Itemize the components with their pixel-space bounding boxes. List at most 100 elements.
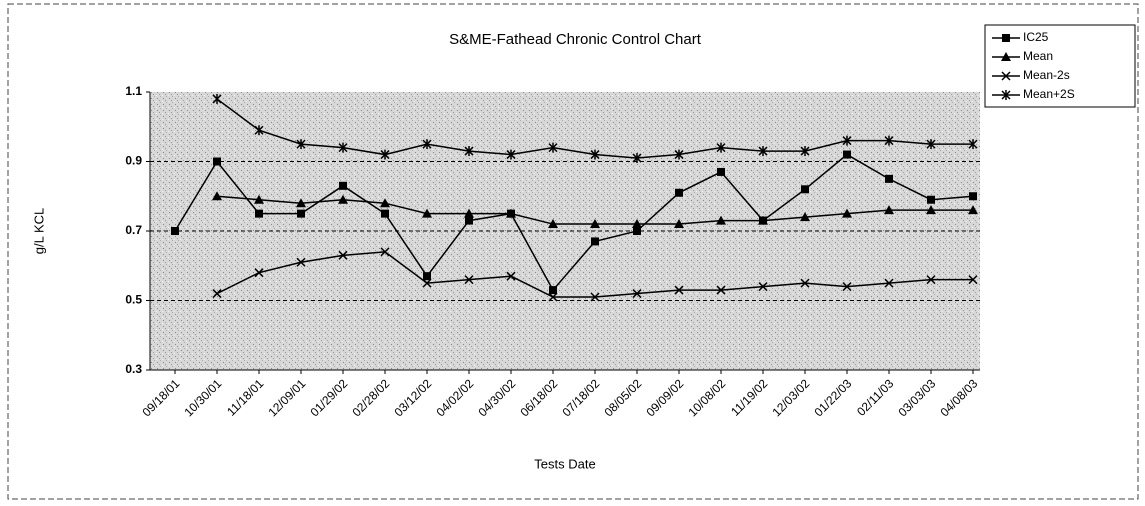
- marker: [506, 208, 516, 218]
- marker-shape: [548, 219, 558, 229]
- marker: [969, 192, 977, 201]
- y-tick-label: 0.7: [125, 223, 142, 237]
- marker: [927, 195, 935, 204]
- marker-shape: [422, 208, 432, 218]
- marker-shape: [969, 192, 977, 201]
- marker-shape: [758, 282, 768, 292]
- marker: [800, 278, 810, 288]
- marker-shape: [842, 208, 852, 218]
- marker-shape: [339, 181, 347, 190]
- marker: [801, 185, 809, 194]
- marker: [968, 275, 978, 285]
- marker: [212, 289, 222, 299]
- marker-shape: [423, 272, 431, 281]
- y-tick-label: 0.5: [125, 293, 142, 307]
- marker: [758, 282, 768, 292]
- marker-shape: [633, 227, 641, 235]
- marker: [675, 188, 683, 197]
- marker: [296, 257, 306, 267]
- marker: [632, 289, 642, 299]
- marker: [338, 142, 348, 153]
- marker: [338, 250, 348, 260]
- marker: [1001, 90, 1011, 100]
- marker: [212, 191, 222, 201]
- marker-shape: [801, 185, 809, 194]
- marker-shape: [422, 278, 432, 288]
- marker: [884, 205, 894, 215]
- marker: [968, 139, 978, 150]
- marker: [758, 215, 768, 225]
- marker: [254, 194, 264, 204]
- marker-shape: [716, 215, 726, 225]
- marker-shape: [380, 198, 390, 208]
- legend: [984, 24, 1136, 108]
- marker-shape: [632, 289, 642, 299]
- x-axis-title: Tests Date: [534, 456, 595, 471]
- marker-shape: [296, 198, 306, 208]
- marker-shape: [716, 285, 726, 295]
- marker: [548, 219, 558, 229]
- marker: [213, 157, 221, 166]
- y-tick-label: 0.3: [125, 362, 142, 376]
- legend-label: IC25: [1023, 30, 1049, 44]
- marker: [717, 167, 725, 176]
- legend-label: Mean+2S: [1023, 87, 1075, 101]
- marker: [842, 282, 852, 292]
- marker: [674, 219, 684, 229]
- marker-shape: [675, 188, 683, 197]
- marker: [716, 285, 726, 295]
- y-tick-label: 0.9: [125, 154, 142, 168]
- marker: [506, 149, 516, 160]
- marker-shape: [506, 208, 516, 218]
- marker-shape: [212, 289, 222, 299]
- marker-shape: [381, 209, 389, 218]
- marker-shape: [590, 292, 600, 302]
- marker-shape: [884, 278, 894, 288]
- marker: [843, 150, 851, 159]
- marker-shape: [255, 209, 263, 218]
- marker-shape: [296, 257, 306, 267]
- marker: [549, 286, 557, 295]
- marker: [1001, 71, 1011, 81]
- marker-shape: [927, 195, 935, 204]
- y-tick-label: 1.1: [125, 84, 142, 98]
- marker: [254, 268, 264, 278]
- marker-shape: [171, 227, 179, 235]
- marker-shape: [885, 174, 893, 183]
- marker: [338, 194, 348, 204]
- marker: [590, 219, 600, 229]
- marker: [465, 216, 473, 225]
- marker: [464, 146, 474, 157]
- y-axis-title: g/L KCL: [31, 208, 46, 255]
- marker: [926, 205, 936, 215]
- marker: [884, 135, 894, 146]
- marker: [380, 198, 390, 208]
- marker: [422, 278, 432, 288]
- marker: [800, 212, 810, 222]
- marker: [885, 174, 893, 183]
- marker: [632, 153, 642, 164]
- marker: [423, 272, 431, 281]
- marker: [1001, 52, 1011, 61]
- marker: [548, 292, 558, 302]
- marker: [1002, 34, 1010, 42]
- marker-shape: [213, 157, 221, 166]
- marker-shape: [465, 216, 473, 225]
- marker: [464, 208, 474, 218]
- marker: [926, 139, 936, 150]
- marker: [590, 149, 600, 160]
- marker: [464, 275, 474, 285]
- marker: [716, 215, 726, 225]
- marker: [591, 237, 599, 246]
- marker-shape: [254, 268, 264, 278]
- marker: [716, 142, 726, 153]
- marker-shape: [968, 275, 978, 285]
- marker: [674, 149, 684, 160]
- marker: [884, 278, 894, 288]
- marker-shape: [674, 285, 684, 295]
- marker-shape: [338, 194, 348, 204]
- marker: [632, 219, 642, 229]
- marker-shape: [1001, 71, 1011, 81]
- marker-shape: [674, 219, 684, 229]
- marker: [926, 275, 936, 285]
